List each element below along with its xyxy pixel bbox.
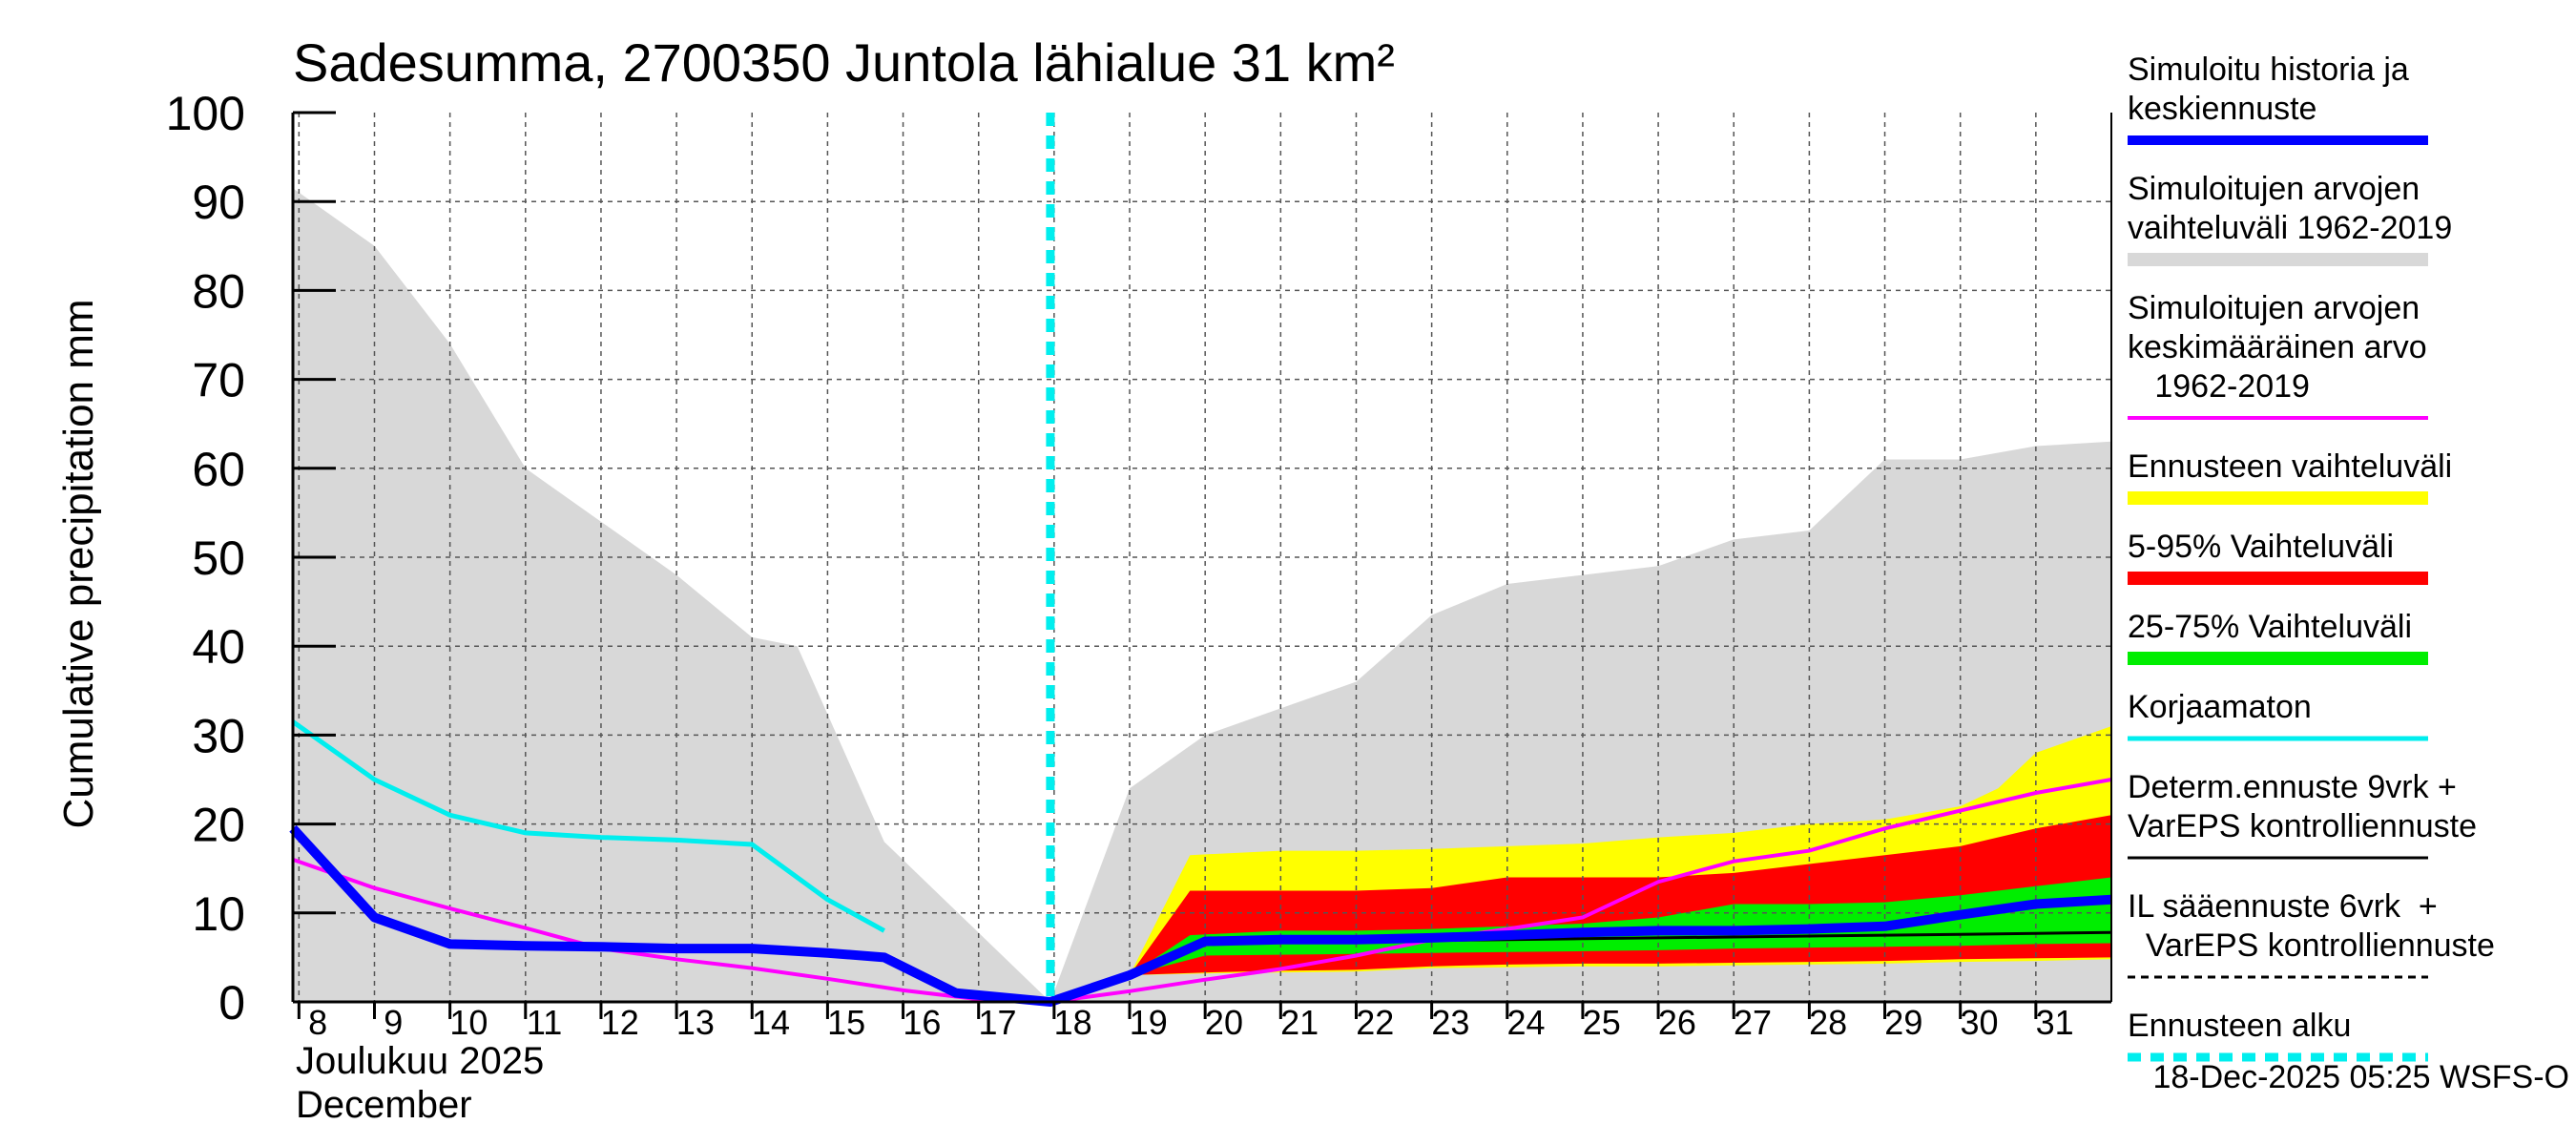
chart-title: Sadesumma, 2700350 Juntola lähialue 31 k…	[293, 32, 1395, 93]
x-tick-label: 14	[752, 1003, 790, 1042]
x-tick-label: 23	[1431, 1003, 1469, 1042]
legend-label: Ennusteen vaihteluväli	[2128, 448, 2452, 485]
x-tick-label: 26	[1658, 1003, 1696, 1042]
legend-label: Simuloitujen arvojen	[2128, 171, 2420, 207]
legend-label: keskimääräinen arvo	[2128, 329, 2427, 365]
p5-95-range-area	[1049, 815, 2111, 1002]
x-tick-label: 22	[1356, 1003, 1394, 1042]
x-tick-label: 13	[676, 1003, 715, 1042]
footer-timestamp: 18-Dec-2025 05:25 WSFS-O	[2152, 1059, 2569, 1095]
legend-label: IL sääennuste 6vrk +	[2128, 888, 2438, 925]
x-tick-label: 24	[1507, 1003, 1546, 1042]
y-tick-label: 90	[192, 176, 245, 229]
x-tick-labels: 8 9 10 11 12 13 14 15 16 17 18 19 20 21 22 23 24 25 26 27 28…	[297, 1002, 2074, 1042]
x-tick-label: 21	[1280, 1003, 1319, 1042]
x-tick-label: 12	[601, 1003, 639, 1042]
x-tick-label: 18	[1054, 1003, 1092, 1042]
y-tick-label: 70	[192, 354, 245, 407]
x-tick-label: 30	[1960, 1003, 1998, 1042]
legend-label: 1962-2019	[2128, 368, 2310, 405]
legend-label: keskiennuste	[2128, 91, 2316, 127]
legend-label: vaihteluväli 1962-2019	[2128, 210, 2452, 246]
uncorrected-line	[291, 719, 886, 933]
y-axis-label: Cumulative precipitation mm	[55, 299, 102, 828]
legend-label: 5-95% Vaihteluväli	[2128, 529, 2394, 565]
y-tick-label: 20	[192, 799, 245, 852]
x-tick-label: 19	[1130, 1003, 1168, 1042]
legend-label: Ennusteen alku	[2128, 1008, 2351, 1044]
legend-label: VarEPS kontrolliennuste	[2128, 808, 2477, 844]
x-tick-label: 15	[827, 1003, 865, 1042]
legend-label: 25-75% Vaihteluväli	[2128, 609, 2412, 645]
y-tick-label: 0	[218, 976, 245, 1030]
legend-label: Korjaamaton	[2128, 689, 2312, 725]
history-range-area	[293, 188, 2111, 1002]
x-tick-label: 10	[449, 1003, 488, 1042]
y-tick-label: 50	[192, 531, 245, 585]
x-tick-label: 27	[1734, 1003, 1772, 1042]
plot-areas	[293, 188, 2111, 1002]
x-tick-label: 28	[1809, 1003, 1847, 1042]
x-axis-label-finnish: Joulukuu 2025	[296, 1040, 544, 1082]
x-tick-label: 25	[1583, 1003, 1621, 1042]
legend-label: Determ.ennuste 9vrk +	[2128, 769, 2457, 805]
x-tick-label: 16	[903, 1003, 941, 1042]
grid-lines	[293, 113, 2111, 1002]
y-tick-label: 10	[192, 887, 245, 941]
y-tick-labels: 0 10 20 30 40 50 60 70 80 90 100	[166, 87, 336, 1030]
legend-label: Simuloitujen arvojen	[2128, 290, 2420, 326]
sim-history-line	[289, 824, 2112, 1007]
legend-label: Simuloitu historia ja	[2128, 52, 2409, 88]
x-tick-label: 31	[2036, 1003, 2074, 1042]
x-tick-label: 17	[978, 1003, 1016, 1042]
x-tick-label: 8	[308, 1003, 327, 1042]
y-tick-label: 40	[192, 620, 245, 674]
plot-lines	[289, 113, 2112, 1007]
y-tick-label: 60	[192, 443, 245, 496]
x-tick-label: 11	[527, 1003, 562, 1042]
legend-label: VarEPS kontrolliennuste	[2128, 927, 2495, 964]
y-tick-label: 100	[166, 87, 245, 140]
x-tick-label: 29	[1884, 1003, 1922, 1042]
x-tick-label: 9	[384, 1003, 403, 1042]
x-axis-label-english: December	[296, 1084, 472, 1126]
y-tick-label: 30	[192, 709, 245, 762]
y-tick-label: 80	[192, 264, 245, 318]
x-tick-label: 20	[1205, 1003, 1243, 1042]
